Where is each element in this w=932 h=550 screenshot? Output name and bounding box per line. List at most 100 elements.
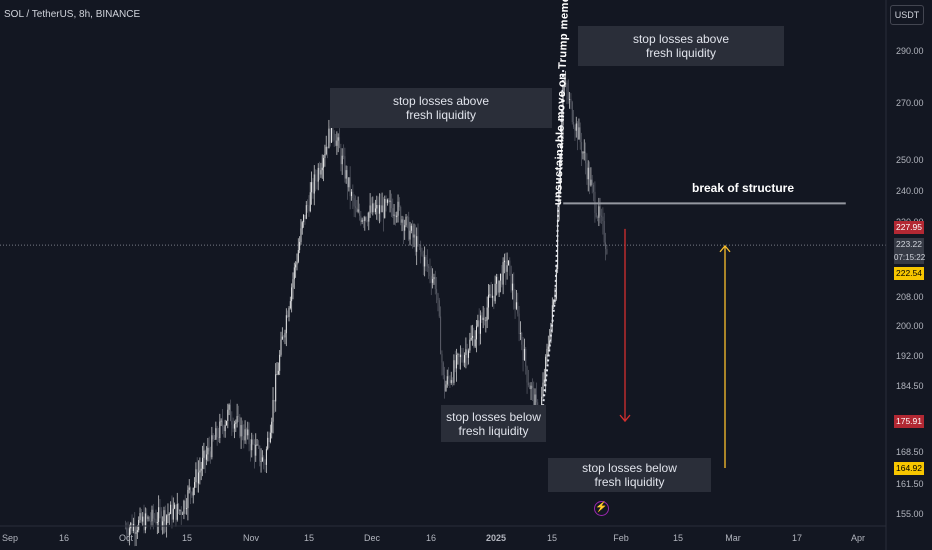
candle-body xyxy=(593,184,595,192)
candle-body xyxy=(256,444,258,446)
candle-body xyxy=(511,283,513,291)
price-tag-current: 223.22 xyxy=(894,238,924,251)
flash-event-icon[interactable]: ⚡ xyxy=(594,501,609,516)
candle-body xyxy=(392,208,394,216)
candle-body xyxy=(557,219,559,270)
candle-body xyxy=(382,205,384,218)
candle-body xyxy=(293,267,295,280)
candle-body xyxy=(394,214,396,218)
candle-body xyxy=(203,450,205,458)
candle-body xyxy=(140,513,142,522)
y-tick-label: 184.50 xyxy=(896,381,924,391)
candle-body xyxy=(432,279,434,283)
candle-body xyxy=(595,212,597,218)
candle-body xyxy=(401,219,403,223)
candle-body xyxy=(566,83,568,92)
candle-body xyxy=(132,523,134,532)
currency-button[interactable]: USDT xyxy=(890,5,924,25)
candle-body xyxy=(151,509,153,522)
candle-body xyxy=(599,206,601,216)
candle-body xyxy=(362,219,364,222)
candle-body xyxy=(448,376,450,379)
candle-body xyxy=(563,83,565,88)
candle-body xyxy=(134,523,136,534)
candle-body xyxy=(380,205,382,213)
candle-body xyxy=(227,409,229,421)
candle-body xyxy=(333,133,335,141)
candle-body xyxy=(325,146,327,155)
candle-body xyxy=(525,348,527,367)
candle-body xyxy=(374,208,376,212)
annotation-text: stop losses below fresh liquidity xyxy=(582,461,677,489)
candle-body xyxy=(328,128,330,149)
candle-body xyxy=(583,151,585,153)
candle-body xyxy=(182,513,184,515)
candle-body xyxy=(498,280,500,293)
candle-body xyxy=(506,265,508,272)
candle-body xyxy=(358,209,360,216)
annotation-box-top-left: stop losses above fresh liquidity xyxy=(330,88,552,128)
candle-body xyxy=(364,217,366,222)
candle-body xyxy=(418,244,420,246)
candle-body xyxy=(171,504,173,520)
candle-body xyxy=(486,307,488,321)
y-tick-label: 155.00 xyxy=(896,509,924,519)
candle-body xyxy=(292,279,294,288)
candle-body xyxy=(461,354,463,360)
candle-body xyxy=(202,457,204,469)
candle-body xyxy=(484,317,485,321)
candle-body xyxy=(239,416,241,437)
candle-body xyxy=(147,517,149,519)
candle-body xyxy=(368,212,370,222)
candle-body xyxy=(233,423,235,429)
candle-body xyxy=(170,504,172,514)
candle-body xyxy=(531,385,533,388)
candle-body xyxy=(271,421,273,433)
candle-body xyxy=(501,273,503,285)
candle-body xyxy=(186,508,188,509)
candle-body xyxy=(405,216,407,226)
candle-body xyxy=(317,167,319,182)
candle-body xyxy=(257,444,259,446)
price-tag-222: 222.54 xyxy=(894,267,924,280)
candle-body xyxy=(469,339,471,351)
candle-body xyxy=(509,260,511,266)
candle-body xyxy=(164,510,166,525)
candle-body xyxy=(285,315,287,334)
x-tick-label: 2025 xyxy=(486,533,506,543)
candle-body xyxy=(422,254,424,267)
candle-body xyxy=(413,234,415,238)
candle-body xyxy=(574,127,576,131)
candle-body xyxy=(494,283,496,302)
candle-body xyxy=(523,348,525,361)
candle-body xyxy=(343,155,345,157)
candle-body xyxy=(433,277,435,280)
candle-body xyxy=(514,299,516,309)
candle-body xyxy=(207,447,209,455)
candle-body xyxy=(360,215,362,223)
candle-body xyxy=(194,482,196,488)
candle-body xyxy=(397,201,399,216)
y-tick-label: 161.50 xyxy=(896,479,924,489)
candle-body xyxy=(510,265,512,291)
candle-body xyxy=(240,425,242,437)
candle-body xyxy=(146,513,148,519)
candle-body xyxy=(276,374,278,376)
candle-body xyxy=(179,510,181,511)
candle-body xyxy=(480,315,482,334)
candle-body xyxy=(253,444,255,456)
candle-body xyxy=(551,305,553,323)
candle-body xyxy=(320,170,322,175)
candle-body xyxy=(474,339,476,347)
candle-body xyxy=(269,432,271,443)
candle-body xyxy=(454,360,456,369)
candle-body xyxy=(156,521,158,524)
candle-body xyxy=(522,344,524,361)
candle-body xyxy=(597,217,599,218)
candle-body xyxy=(553,300,555,306)
annotation-text: stop losses above fresh liquidity xyxy=(632,32,730,60)
candle-body xyxy=(124,527,126,529)
y-tick-label: 200.00 xyxy=(896,321,924,331)
candle-body xyxy=(337,137,339,141)
